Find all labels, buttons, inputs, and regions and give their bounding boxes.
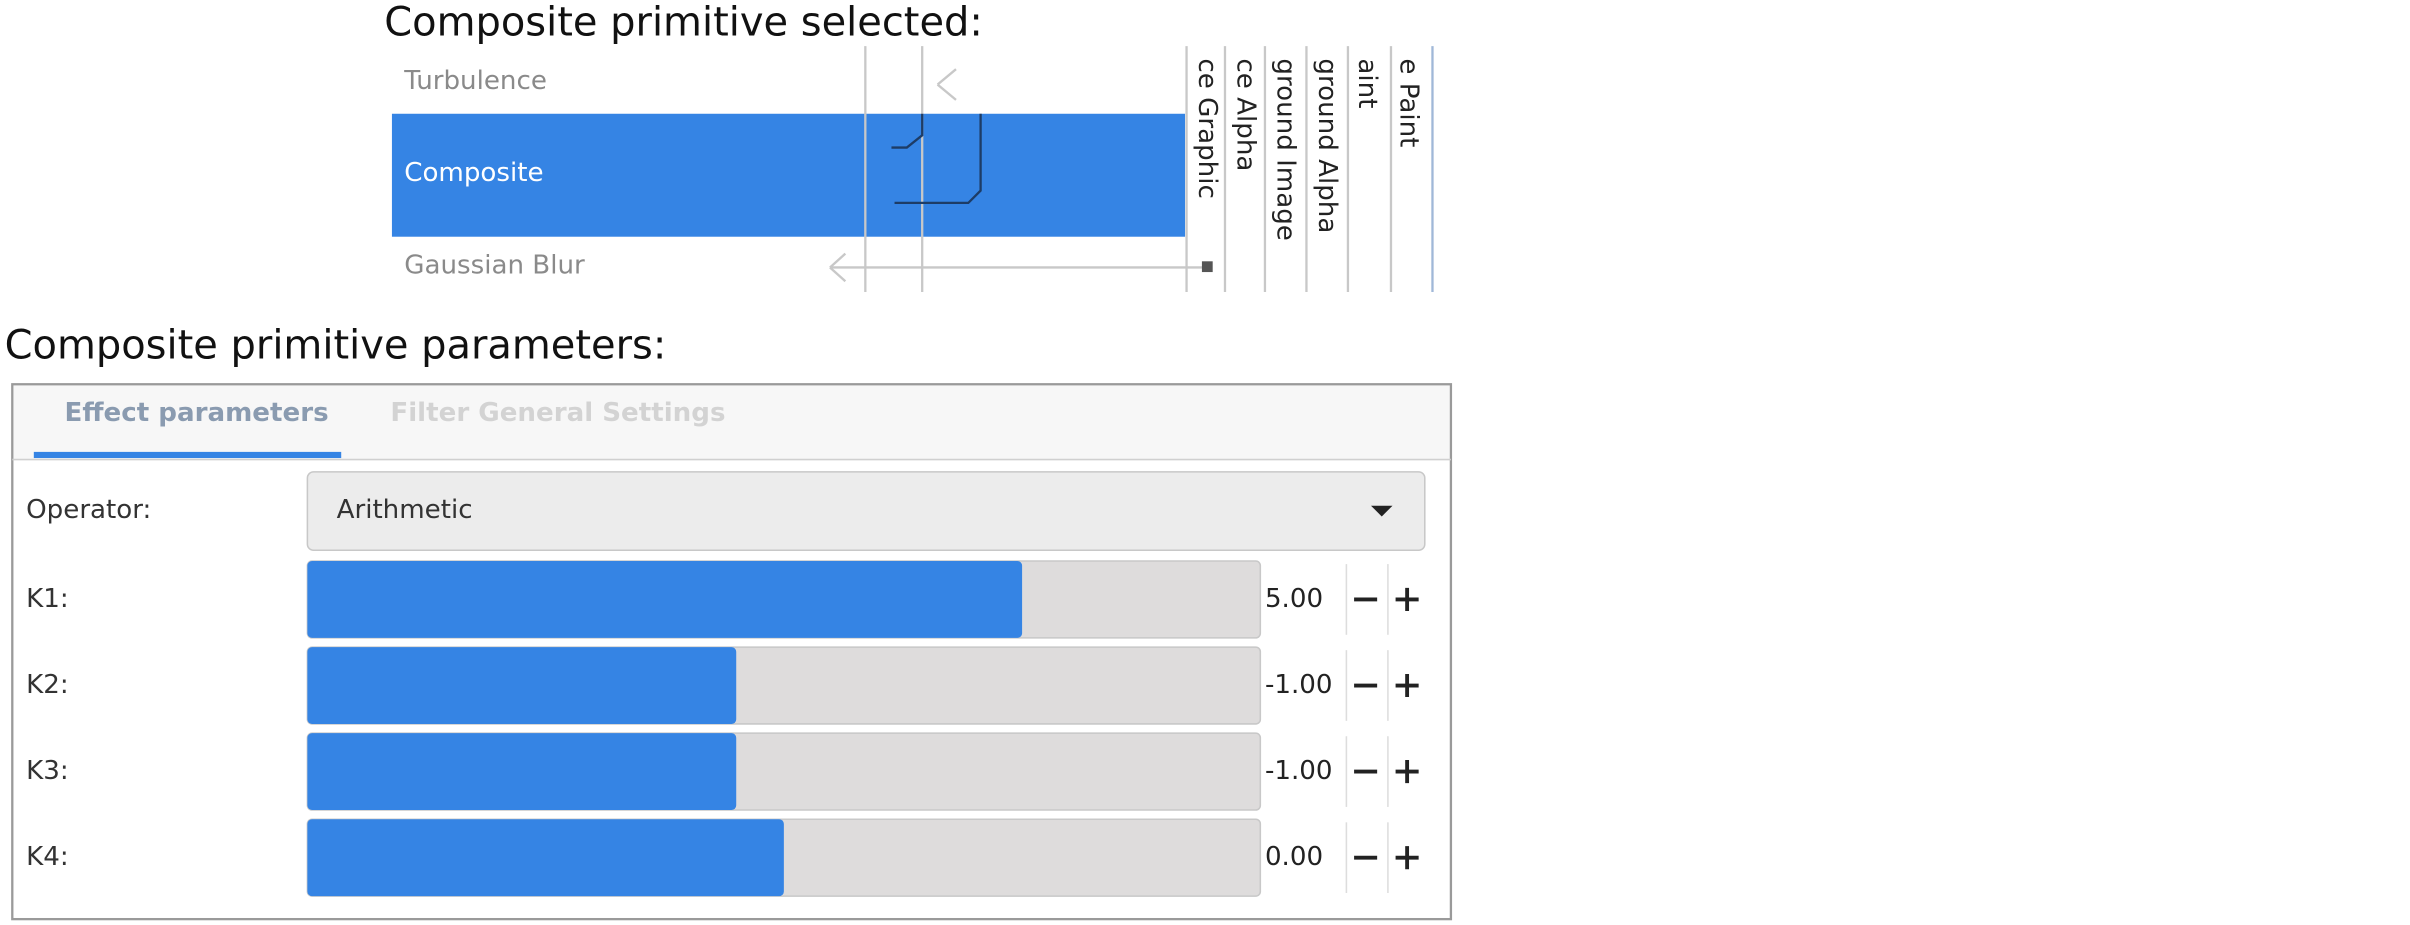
slider-label: K3: bbox=[26, 756, 69, 786]
tab-underline bbox=[33, 451, 342, 459]
increment-button[interactable] bbox=[1395, 587, 1419, 611]
input-header: ce Alpha bbox=[1230, 58, 1260, 171]
slider-label: K4: bbox=[26, 842, 69, 872]
slider-fill bbox=[307, 561, 1023, 638]
selected-row[interactable] bbox=[391, 113, 1186, 237]
slider-value: 0.00 bbox=[1265, 842, 1323, 872]
input-header: e Paint bbox=[1393, 58, 1423, 147]
slider-label: K1: bbox=[26, 584, 69, 614]
connector-node bbox=[1201, 261, 1213, 273]
slider-value: 5.00 bbox=[1265, 584, 1323, 614]
increment-button[interactable] bbox=[1395, 760, 1419, 784]
input-header: ce Graphic bbox=[1192, 58, 1222, 198]
primitive-name[interactable]: Turbulence bbox=[403, 66, 547, 96]
slider-fill bbox=[307, 733, 737, 811]
tab-bar bbox=[13, 385, 1450, 460]
slider-fill bbox=[307, 819, 784, 897]
connectors bbox=[829, 46, 1434, 293]
tab[interactable]: Filter General Settings bbox=[390, 398, 725, 428]
input-header: ground Image bbox=[1270, 58, 1300, 240]
slider-value: -1.00 bbox=[1265, 670, 1333, 700]
dropdown-arrow bbox=[1370, 505, 1393, 517]
field-label: Operator: bbox=[26, 495, 151, 525]
slider-fill bbox=[307, 647, 737, 724]
active-connectors bbox=[891, 113, 982, 205]
input-header: ground Alpha bbox=[1312, 58, 1342, 233]
input-header: aint bbox=[1352, 58, 1382, 108]
slider-value: -1.00 bbox=[1265, 756, 1333, 786]
section-title: Composite primitive parameters: bbox=[5, 322, 667, 368]
slider-label: K2: bbox=[26, 670, 69, 700]
dropdown-value: Arithmetic bbox=[337, 495, 473, 525]
dropdown[interactable] bbox=[306, 471, 1426, 552]
section-title: Composite primitive selected: bbox=[384, 0, 983, 46]
increment-button[interactable] bbox=[1395, 846, 1419, 870]
filter-panel bbox=[387, 46, 1453, 293]
tab[interactable]: Effect parameters bbox=[65, 398, 329, 428]
primitive-name[interactable]: Composite bbox=[404, 158, 543, 188]
increment-button[interactable] bbox=[1395, 673, 1419, 698]
primitive-name[interactable]: Gaussian Blur bbox=[404, 250, 585, 280]
